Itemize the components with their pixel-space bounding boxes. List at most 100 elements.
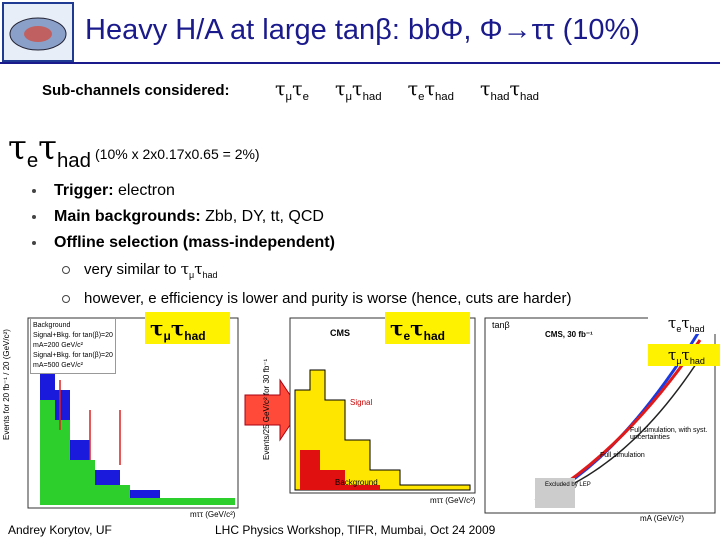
subbullet: however, e efficiency is lower and purit… [62,287,571,311]
plot-hist [300,450,380,490]
plot-text: Signal [350,398,373,407]
legend-entry: τeτhad [668,314,705,334]
legend-entry: Background [33,322,71,329]
y-label: Events/25 GeV/c² for 30 fb⁻¹ [262,358,271,460]
x-label: mA (GeV/c²) [640,514,685,523]
plot-legend: Background Signal+Bkg. for tan(β)=20 mA=20… [30,318,116,374]
symbol-base: τ [150,316,164,340]
symbol-sub: had [689,324,705,334]
symbol-sub: had [490,90,510,103]
legend-bg [648,344,720,366]
legend-entry: Signal+Bkg. for tan(β)=20 [33,332,113,339]
symbol-base: τ [352,78,363,100]
y-label: tanβ [492,320,510,330]
bullet-text: Zbb, DY, tt, QCD [200,208,324,225]
symbol-base: τ [194,260,203,278]
symbol-sub: had [434,90,454,103]
symbol-sub: e [676,324,682,334]
legend-entry: Signal+Bkg. for tan(β)=20 [33,352,113,359]
subchannel-list: τμτe τμτhad τeτhad τhadτhad [275,78,539,103]
bullet-dot [32,189,36,193]
plot-text: CMS [330,328,350,338]
symbol-sub: e [26,149,39,172]
bullet-label: Offline selection (mass-independent) [54,234,335,251]
plot-text: Background [335,478,378,487]
symbol-base: τ [668,346,677,364]
subchannel-label: Sub-channels considered: [42,82,230,99]
plot-hist [40,400,235,505]
subchannel: τμτe [275,78,309,103]
plots [27,312,720,514]
heading-note: (10% x 2x0.17x0.65 = 2%) [95,146,260,162]
subbullet: very similar to τμτhad [62,257,571,287]
symbol-base: τ [180,260,189,278]
bullet-dot [32,241,36,245]
symbol-sub: e [418,90,425,103]
bullet: Trigger: electron [30,178,335,204]
bullet-list: Trigger: electron Main backgrounds: Zbb, … [30,178,335,256]
symbol-base: τ [334,78,346,100]
plot-text: Excluded by LEP [545,482,591,488]
symbol-sub: e [302,90,309,103]
arrows [59,380,121,465]
header-rule [0,62,720,64]
plot-text: Full simulation, with syst. uncertaintie… [630,427,708,441]
subchannel: τhadτhad [480,78,539,103]
subbullet-list: very similar to τμτhad however, e efficie… [62,257,571,311]
y-label: Events for 20 fb⁻¹ / 20 (GeV/c²) [2,329,11,440]
symbol-base: τ [407,78,419,100]
section-heading: τeτhad (10% x 2x0.17x0.65 = 2%) [8,128,260,173]
title: Heavy H/A at large tanβ: bbΦ, Φ→ττ (10%) [85,14,640,46]
plot-tag: τμτhad [150,316,206,343]
x-label: mττ (GeV/c²) [190,510,236,519]
subchannel: τμτhad [335,78,382,103]
bullet: Main backgrounds: Zbb, DY, tt, QCD [30,204,335,230]
symbol-sub: had [423,329,445,343]
symbol-base: τ [38,128,57,168]
symbol-base: τ [292,78,303,100]
symbol-base: τ [668,314,677,332]
symbol-sub: μ [189,270,195,280]
symbol-base: τ [509,78,521,100]
symbol-base: τ [390,316,404,340]
plot-tag-bg [385,312,470,344]
bullet: Offline selection (mass-independent) [30,230,335,256]
symbol-sub: μ [163,329,171,343]
subbullet-text: however, e efficiency is lower and purit… [84,290,572,307]
symbol-sub: μ [345,90,353,103]
bullet-label: Trigger: [54,182,114,199]
symbol-sub: had [56,149,91,172]
symbol-base: τ [275,78,286,100]
subbullet-dot [62,266,70,274]
symbol-sub: had [689,356,705,366]
symbol-base: τ [479,78,491,100]
symbol-sub: μ [676,356,682,366]
logo [2,2,74,62]
symbol-sub: had [362,90,382,103]
symbol-sub: had [184,329,206,343]
legend-entry: τμτhad [668,346,705,366]
subbullet-text: very similar to [84,261,181,278]
symbol-sub: e [403,329,411,343]
heading-symbol: τeτhad [8,128,91,173]
plot-tag-bg [145,312,230,344]
legend-entry: mA=500 GeV/c² [33,362,83,369]
symbol-sub: μ [285,90,293,103]
plot-tag: τeτhad [390,316,445,343]
bullet-text: electron [113,182,175,199]
subbullet-symbol: τμτhad [180,260,218,280]
subbullet-dot [62,295,70,303]
symbol-base: τ [410,316,424,340]
symbol-base: τ [170,316,185,340]
symbol-base: τ [424,78,435,100]
symbol-base: τ [681,314,690,332]
bullet-dot [32,215,36,219]
subchannel: τeτhad [408,78,454,103]
lep-region [535,478,575,508]
x-label: mττ (GeV/c²) [430,496,476,505]
symbol-base: τ [681,346,690,364]
plot-hist [294,369,471,491]
legend-bg [648,312,720,334]
plot-text: CMS, 30 fb⁻¹ [545,330,593,339]
